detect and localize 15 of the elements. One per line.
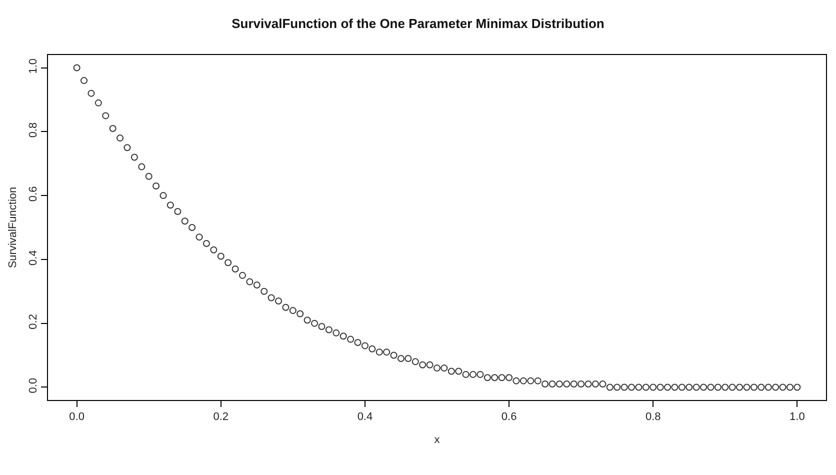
y-axis-title: SurvivalFunction: [7, 186, 19, 268]
x-tick-label: 0.8: [645, 411, 661, 424]
x-tick-label: 1.0: [790, 411, 805, 424]
x-tick-label: 0.4: [357, 411, 373, 424]
y-tick-label: 0.8: [28, 122, 40, 138]
x-axis-title: x: [434, 434, 440, 446]
y-tick-label: 0.4: [28, 250, 40, 266]
y-tick-label: 0.2: [28, 314, 40, 330]
y-tick-label: 0.6: [28, 186, 40, 202]
y-tick-label: 1.0: [28, 58, 40, 74]
x-tick-label: 0.6: [501, 411, 517, 424]
x-tick-label: 0.2: [213, 411, 229, 424]
chart-title: SurvivalFunction of the One Parameter Minimax Distribution: [232, 16, 604, 32]
y-tick-label: 0.0: [28, 378, 40, 394]
x-tick-label: 0.0: [69, 411, 84, 424]
